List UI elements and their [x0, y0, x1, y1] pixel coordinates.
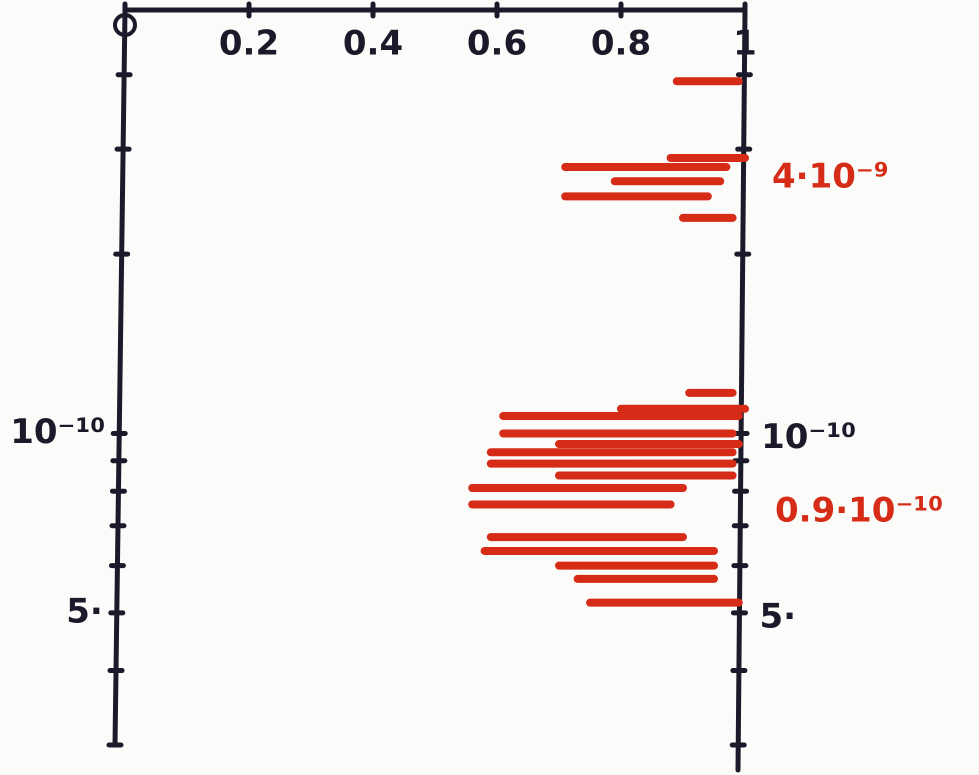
- x-tick-label: 0.4: [343, 24, 403, 64]
- y-tick-label-right: 5·: [759, 596, 796, 636]
- annotation: 4·10⁻⁹: [772, 157, 889, 197]
- left-axis: [112, 7, 128, 748]
- x-tick-label: 1: [733, 24, 757, 64]
- right-axis: [735, 7, 748, 773]
- y-tick-label-left: 5·: [66, 591, 103, 631]
- annotation: 0.9·10⁻¹⁰: [775, 491, 943, 531]
- y-tick-label-right: 10⁻¹⁰: [761, 417, 856, 457]
- x-tick-label: 0.6: [467, 24, 527, 64]
- y-tick-label-left: 10⁻¹⁰: [10, 412, 105, 452]
- x-tick-label: 0.8: [591, 24, 651, 64]
- x-tick-label: 0.2: [219, 24, 279, 64]
